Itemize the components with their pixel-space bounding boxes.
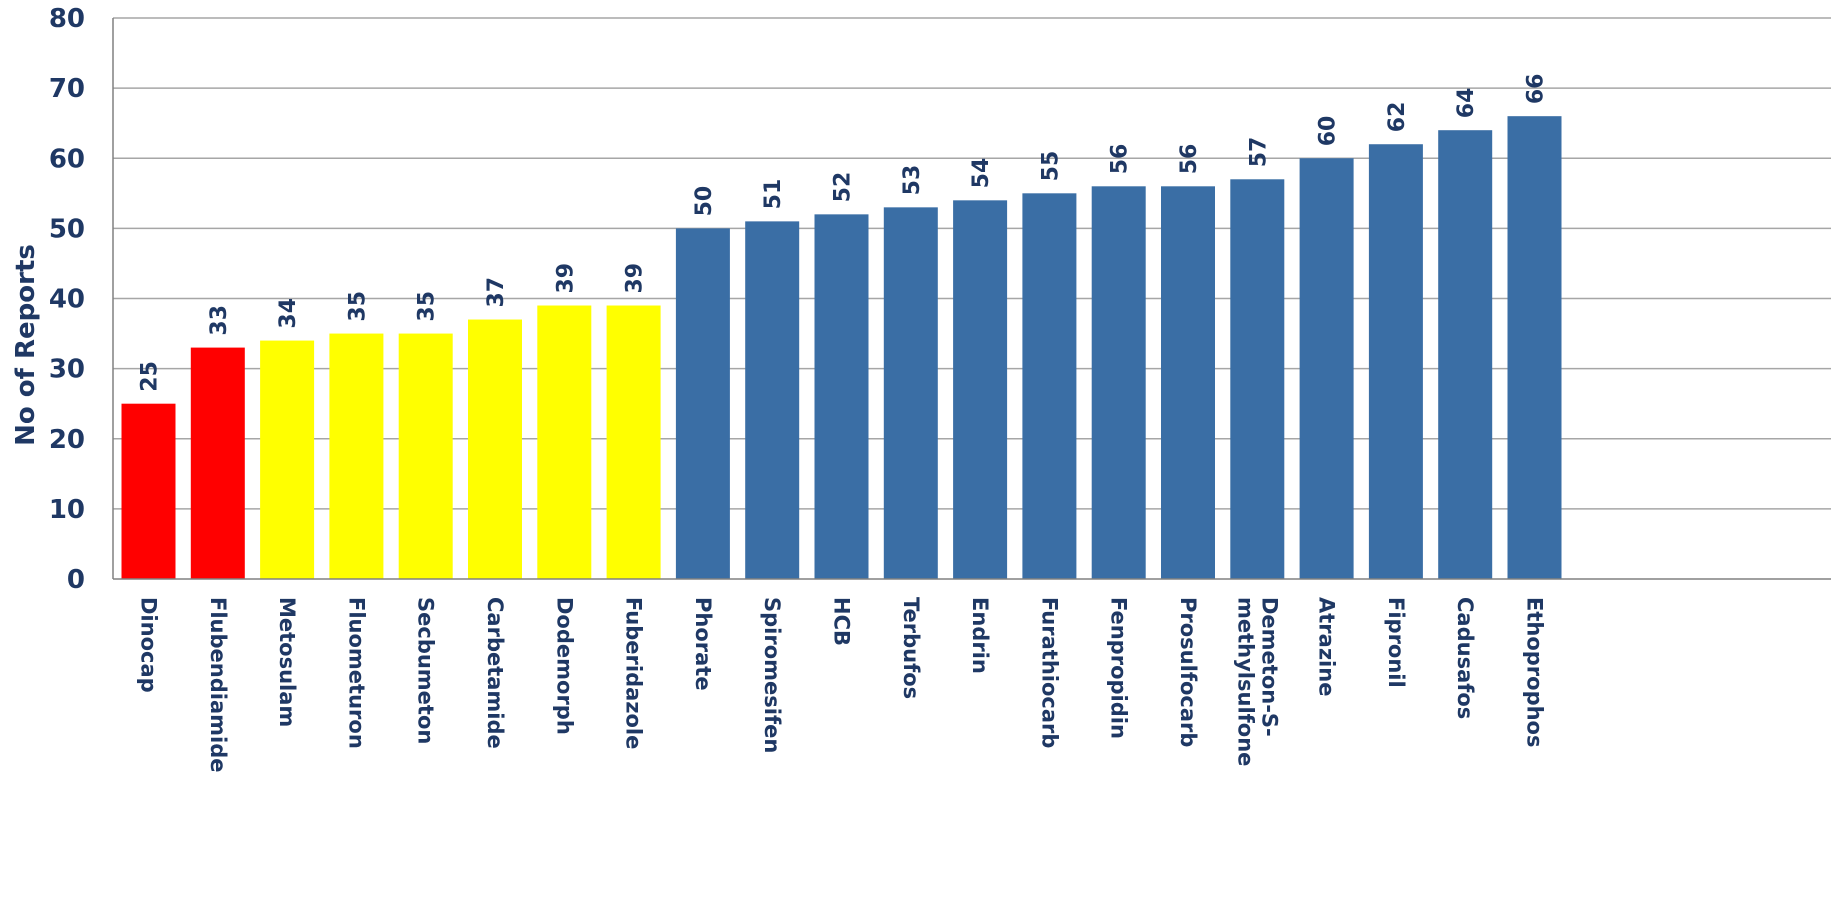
category-label: Ethoprophos	[1523, 597, 1547, 748]
data-label: 50	[692, 186, 717, 217]
category-label-line: Dinocap	[137, 597, 161, 693]
bar	[953, 200, 1007, 579]
y-tick-label: 30	[49, 355, 85, 385]
data-label: 25	[138, 361, 163, 392]
bar	[1369, 144, 1423, 579]
category-label: Prosulfocarb	[1176, 597, 1200, 747]
y-tick-label: 10	[49, 495, 85, 525]
category-label-line: Prosulfocarb	[1176, 597, 1200, 747]
bar	[191, 348, 245, 579]
category-label-line: Carbetamide	[483, 597, 507, 749]
bar	[1438, 130, 1492, 579]
data-label: 35	[345, 291, 370, 322]
category-label-line: HCB	[830, 597, 854, 646]
data-label: 57	[1246, 137, 1271, 168]
bar	[1161, 186, 1215, 579]
bar	[399, 334, 453, 579]
bar	[1508, 116, 1562, 579]
category-label: HCB	[830, 597, 854, 646]
data-label: 60	[1316, 116, 1341, 147]
category-label: Furathiocarb	[1037, 597, 1061, 748]
category-label-line: Fenpropidin	[1107, 597, 1131, 739]
category-label-line: Metosulam	[275, 597, 299, 727]
category-label-line: Fuberidazole	[622, 597, 646, 749]
data-label: 37	[484, 277, 509, 308]
data-label: 39	[553, 263, 578, 294]
category-label: Fluometuron	[344, 597, 368, 749]
data-label: 66	[1524, 74, 1549, 105]
category-label-line: Atrazine	[1315, 597, 1339, 696]
bar	[607, 306, 661, 579]
y-tick-label: 70	[49, 74, 85, 104]
bar	[468, 320, 522, 579]
bar	[815, 214, 869, 579]
data-label: 39	[623, 263, 648, 294]
category-label: Endrin	[968, 597, 992, 674]
category-label-line: Secbumeton	[414, 597, 438, 744]
data-label: 56	[1177, 144, 1202, 175]
y-tick-label: 0	[67, 565, 85, 595]
category-label: Demeton-S-methylsulfone	[1233, 597, 1281, 766]
bar	[260, 341, 314, 579]
category-label-line: Fluometuron	[344, 597, 368, 749]
category-label-line: Furathiocarb	[1037, 597, 1061, 748]
category-label: Fuberidazole	[622, 597, 646, 749]
data-label: 35	[415, 291, 440, 322]
data-label: 54	[969, 158, 994, 189]
category-label: Dinocap	[137, 597, 161, 693]
category-label: Terbufos	[899, 597, 923, 699]
data-label: 33	[207, 305, 232, 336]
y-axis-label: No of Reports	[11, 244, 41, 446]
category-label-line: methylsulfone	[1233, 597, 1257, 766]
category-label-line: Demeton-S-	[1257, 597, 1281, 737]
y-tick-label: 50	[49, 214, 85, 244]
bar	[676, 228, 730, 579]
category-label-line: Fipronil	[1384, 597, 1408, 688]
bar	[122, 404, 176, 579]
data-label: 51	[761, 179, 786, 210]
category-label-line: Phorate	[691, 597, 715, 691]
category-label-line: Spiromesifen	[760, 597, 784, 753]
category-label-line: Dodemorph	[552, 597, 576, 735]
category-label: Carbetamide	[483, 597, 507, 749]
bar	[1230, 179, 1284, 579]
category-label: Fenpropidin	[1107, 597, 1131, 739]
bar	[884, 207, 938, 579]
category-label: Fipronil	[1384, 597, 1408, 688]
data-label: 62	[1385, 102, 1410, 133]
category-label: Phorate	[691, 597, 715, 691]
y-axis-tick-labels: 0 10 20 30 40 50 60 70 80	[49, 4, 85, 595]
category-label: Flubendiamide	[206, 597, 230, 772]
category-label: Spiromesifen	[760, 597, 784, 753]
bar	[329, 334, 383, 579]
bar	[745, 221, 799, 579]
y-tick-label: 80	[49, 4, 85, 34]
category-label: Metosulam	[275, 597, 299, 727]
data-label: 64	[1454, 88, 1479, 119]
bar	[1022, 193, 1076, 579]
category-label: Dodemorph	[552, 597, 576, 735]
data-label: 55	[1038, 151, 1063, 182]
category-label-line: Terbufos	[899, 597, 923, 699]
category-label: Cadusafos	[1453, 597, 1477, 719]
category-label: Atrazine	[1315, 597, 1339, 696]
bar	[1300, 158, 1354, 579]
y-tick-label: 20	[49, 425, 85, 455]
data-label: 53	[900, 165, 925, 196]
category-label: Secbumeton	[414, 597, 438, 744]
data-label: 56	[1108, 144, 1133, 175]
category-label-line: Endrin	[968, 597, 992, 674]
category-label-line: Cadusafos	[1453, 597, 1477, 719]
category-labels: Dinocap Flubendiamide Metosulam Fluometuron…	[137, 597, 1547, 772]
y-tick-label: 40	[49, 285, 85, 315]
data-label: 34	[276, 298, 301, 329]
y-tick-label: 60	[49, 144, 85, 174]
bar	[537, 306, 591, 579]
data-label: 52	[831, 172, 856, 203]
category-label-line: Flubendiamide	[206, 597, 230, 772]
category-label-line: Ethoprophos	[1523, 597, 1547, 748]
bar	[1092, 186, 1146, 579]
